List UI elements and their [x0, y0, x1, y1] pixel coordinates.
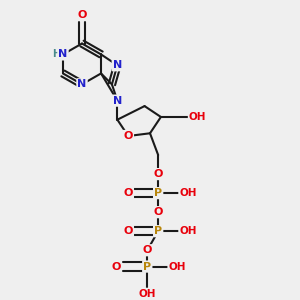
Text: OH: OH	[189, 112, 206, 122]
Text: N: N	[77, 79, 87, 89]
Text: N: N	[113, 60, 122, 70]
Text: N: N	[58, 50, 68, 59]
Text: OH: OH	[179, 188, 197, 198]
Text: OH: OH	[139, 289, 156, 299]
Text: P: P	[154, 188, 162, 198]
Text: O: O	[142, 245, 152, 255]
Text: O: O	[154, 169, 163, 179]
Text: O: O	[124, 131, 133, 141]
Text: P: P	[154, 226, 162, 236]
Text: H: H	[52, 50, 60, 59]
Text: N: N	[113, 96, 122, 106]
Text: O: O	[77, 10, 87, 20]
Text: P: P	[143, 262, 151, 272]
Text: OH: OH	[169, 262, 186, 272]
Text: O: O	[124, 226, 133, 236]
Text: OH: OH	[179, 226, 197, 236]
Text: O: O	[124, 188, 133, 198]
Text: O: O	[111, 262, 121, 272]
Text: O: O	[154, 207, 163, 217]
